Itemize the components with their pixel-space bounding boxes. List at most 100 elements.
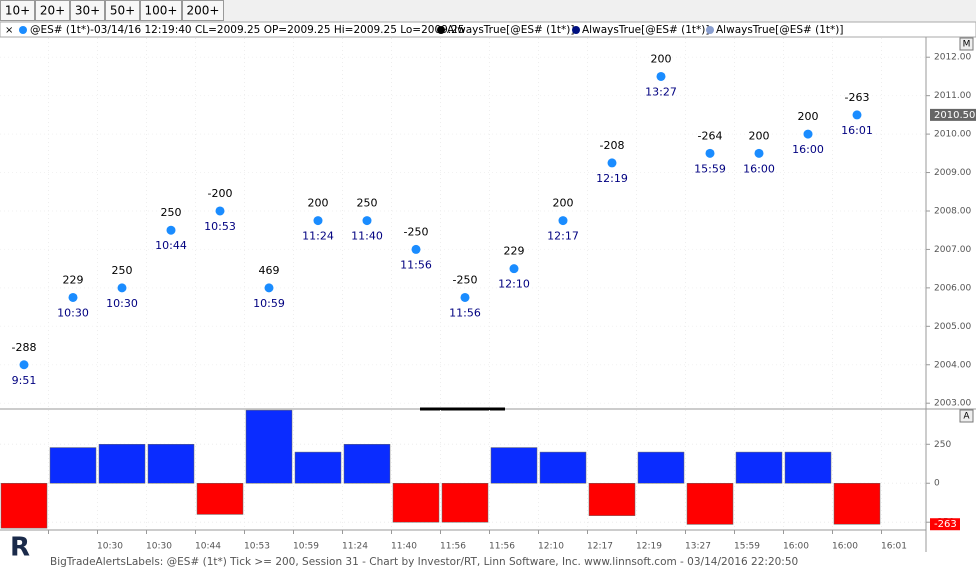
logo xyxy=(4,532,42,568)
bar xyxy=(784,451,832,484)
y-tick-label: 2006.00 xyxy=(934,283,971,293)
size-label: -208 xyxy=(600,139,625,152)
y-tick-label: 2012.00 xyxy=(934,53,971,63)
x-tick-label: 12:17 xyxy=(587,542,613,552)
size-label: 200 xyxy=(553,197,574,210)
x-tick-label: 16:00 xyxy=(783,542,809,552)
pane-button[interactable] xyxy=(959,409,974,423)
toolbar-button[interactable] xyxy=(35,0,70,21)
y-tick-label: 2007.00 xyxy=(934,245,971,255)
trade-dot xyxy=(754,148,764,158)
pane-button[interactable] xyxy=(959,37,974,51)
legend-dot xyxy=(437,26,445,34)
size-label: 200 xyxy=(798,110,819,123)
trade-dot xyxy=(264,283,274,293)
size-label: 469 xyxy=(259,264,280,277)
x-tick-label: 10:53 xyxy=(244,542,270,552)
bar xyxy=(833,482,881,525)
size-label: -288 xyxy=(12,341,37,354)
size-label: 250 xyxy=(357,197,378,210)
last-value-label: 2010.50 xyxy=(934,110,975,121)
time-label: 11:56 xyxy=(400,258,432,271)
bar xyxy=(637,451,685,484)
time-label: 12:19 xyxy=(596,172,628,185)
time-label: 10:30 xyxy=(106,297,138,310)
bar xyxy=(294,451,342,484)
time-label: 10:44 xyxy=(155,239,187,252)
time-label: 9:51 xyxy=(12,374,37,387)
toolbar-button[interactable] xyxy=(105,0,140,21)
bar xyxy=(245,409,293,484)
size-label: 229 xyxy=(63,273,84,286)
trade-dot xyxy=(852,110,862,120)
x-tick-label: 10:30 xyxy=(146,542,172,552)
toolbar-button[interactable] xyxy=(182,0,224,21)
trade-dot xyxy=(607,158,617,168)
trade-dot xyxy=(19,360,29,370)
y-tick-label: 2011.00 xyxy=(934,91,971,101)
toolbar-button[interactable] xyxy=(70,0,105,21)
legend-dot xyxy=(572,26,580,34)
trade-dot xyxy=(117,283,127,293)
time-label: 10:53 xyxy=(204,220,236,233)
toolbar-button-label: 20+ xyxy=(40,4,65,18)
x-tick-label: 11:56 xyxy=(489,542,515,552)
legend-dot xyxy=(706,26,714,34)
bar xyxy=(686,482,734,525)
time-label: 12:10 xyxy=(498,278,530,291)
bar xyxy=(49,447,97,484)
y-tick-label: 250 xyxy=(934,440,951,450)
trade-dot xyxy=(656,71,666,81)
time-label: 10:59 xyxy=(253,297,285,310)
toolbar-button[interactable] xyxy=(140,0,182,21)
trade-dot xyxy=(411,244,421,254)
size-label: -250 xyxy=(453,273,478,286)
x-tick-label: 10:30 xyxy=(97,542,123,552)
trade-dot xyxy=(166,225,176,235)
time-label: 12:17 xyxy=(547,230,579,243)
time-label: 16:00 xyxy=(792,143,824,156)
bar xyxy=(539,451,587,484)
x-tick-label: 12:10 xyxy=(538,542,564,552)
time-label: 15:59 xyxy=(694,162,726,175)
bar xyxy=(147,444,195,484)
size-label: 229 xyxy=(504,245,525,258)
bar xyxy=(588,482,636,516)
bar xyxy=(98,444,146,484)
time-label: 10:30 xyxy=(57,306,89,319)
toolbar-button-label: 50+ xyxy=(110,4,135,18)
close-icon[interactable]: × xyxy=(5,25,13,36)
legend-dot xyxy=(19,26,27,34)
bar xyxy=(441,482,489,523)
pane-label: A xyxy=(963,412,970,422)
trade-dot xyxy=(509,264,519,274)
toolbar-button[interactable] xyxy=(0,0,35,21)
time-label: 11:24 xyxy=(302,230,334,243)
indicator-label: AlwaysTrue[@ES# (1t*)] xyxy=(716,24,843,36)
time-label: 11:56 xyxy=(449,306,481,319)
toolbar-button-label: 10+ xyxy=(5,4,30,18)
size-label: 200 xyxy=(308,197,329,210)
size-label: -263 xyxy=(845,91,870,104)
trade-dot xyxy=(313,216,323,226)
trade-dot xyxy=(362,216,372,226)
y-tick-label: 2008.00 xyxy=(934,206,971,216)
logo-letter: R xyxy=(10,533,30,563)
size-label: 250 xyxy=(112,264,133,277)
x-tick-label: 16:01 xyxy=(881,542,907,552)
trade-dot xyxy=(68,292,78,302)
trade-dot xyxy=(803,129,813,139)
x-tick-label: 10:44 xyxy=(195,542,221,552)
size-label: 200 xyxy=(651,52,672,65)
toolbar-button-label: 200+ xyxy=(187,4,220,18)
last-value-label: -263 xyxy=(934,519,957,530)
x-tick-label: 16:00 xyxy=(832,542,858,552)
bar xyxy=(490,447,538,484)
symbol-info: @ES# (1t*)-03/14/16 12:19:40 CL=2009.25 … xyxy=(30,24,465,36)
x-tick-label: 13:27 xyxy=(685,542,711,552)
size-label: 250 xyxy=(161,206,182,219)
size-label: -200 xyxy=(208,187,233,200)
y-tick-label: 2003.00 xyxy=(934,399,971,409)
x-tick-label: 12:19 xyxy=(636,542,662,552)
